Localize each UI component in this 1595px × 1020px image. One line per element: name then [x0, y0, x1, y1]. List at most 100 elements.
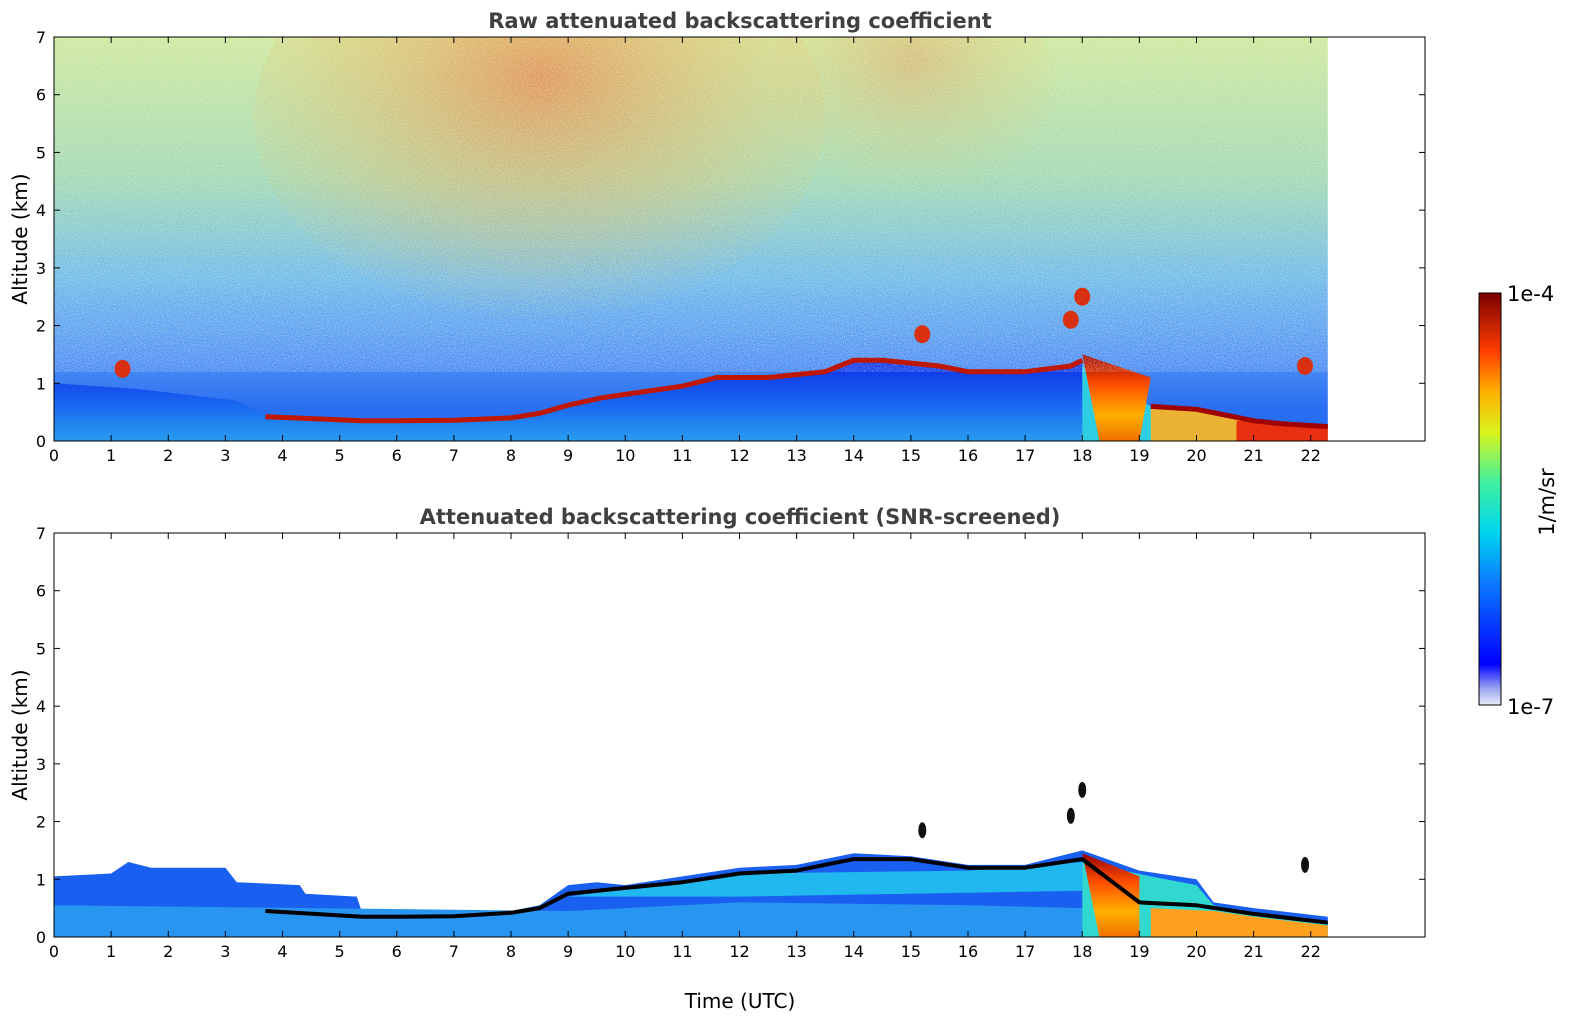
snr-cloud-bit-2: [1078, 781, 1087, 798]
x-tick-label: 1: [106, 942, 116, 961]
x-tick-label: 7: [449, 942, 459, 961]
y-axis-label-raw: Altitude (km): [8, 173, 32, 304]
x-tick-label: 5: [335, 942, 345, 961]
x-tick-label: 15: [901, 942, 921, 961]
x-tick-label: 12: [729, 942, 749, 961]
y-tick-label: 4: [36, 697, 46, 716]
x-tick-label: 21: [1243, 446, 1263, 465]
x-tick-label: 11: [672, 942, 692, 961]
plot-area-screened: [54, 781, 1328, 937]
x-tick-label: 3: [220, 446, 230, 465]
snr-precip-shaft: [1082, 853, 1140, 937]
x-tick-label: 14: [844, 446, 864, 465]
x-tick-label: 6: [392, 446, 402, 465]
raw-cloud-base-line: [265, 357, 1084, 424]
x-tick-label: 18: [1072, 942, 1092, 961]
y-tick-label: 2: [36, 813, 46, 832]
y-tick-label: 1: [36, 374, 46, 393]
raw-cloud-bit-1: [914, 325, 931, 344]
x-tick-label: 4: [277, 942, 287, 961]
y-tick-label: 0: [36, 432, 46, 451]
y-axis-label-screened: Altitude (km): [8, 669, 32, 800]
axes-raw: 0 1 2 3 4 5 6 7 8 9 10 11 12 13 14 15 16 17 18 19 20 21 220123…: [36, 28, 1426, 465]
x-tick-label: 3: [220, 942, 230, 961]
x-tick-label: 0: [49, 446, 59, 465]
y-tick-label: 7: [36, 28, 46, 47]
x-tick-label: 13: [786, 942, 806, 961]
y-tick-label: 6: [36, 86, 46, 105]
x-tick-label: 6: [392, 942, 402, 961]
snr-mixed-layer: [568, 862, 1083, 897]
y-tick-label: 2: [36, 317, 46, 336]
raw-cloud-bit-0: [114, 359, 131, 378]
colorbar-max-label: 1e-4: [1507, 282, 1554, 306]
y-tick-label: 3: [36, 755, 46, 774]
panel-title-raw: Raw attenuated backscattering coefficien…: [488, 9, 992, 33]
colorbar-unit-label: 1/m/sr: [1535, 468, 1559, 536]
x-tick-label: 0: [49, 942, 59, 961]
y-tick-label: 1: [36, 870, 46, 889]
y-tick-label: 7: [36, 524, 46, 543]
snr-low-cloud-region: [1082, 862, 1328, 937]
colorbar-gradient: [1478, 292, 1502, 706]
plot-area-raw: [54, 37, 1328, 441]
x-tick-label: 2: [163, 942, 173, 961]
y-tick-label: 3: [36, 259, 46, 278]
raw-cloud-bit-2: [1062, 310, 1079, 329]
x-tick-label: 17: [1015, 446, 1035, 465]
x-tick-label: 8: [506, 942, 516, 961]
snr-cloud-bit-0: [918, 822, 927, 839]
y-tick-label: 0: [36, 928, 46, 947]
x-tick-label: 5: [335, 446, 345, 465]
raw-cloud-bit-3: [1074, 287, 1091, 306]
x-tick-label: 9: [563, 942, 573, 961]
x-tick-label: 1: [106, 446, 116, 465]
x-tick-label: 9: [563, 446, 573, 465]
snr-cloud-base-line: [265, 857, 1328, 925]
x-tick-label: 2: [163, 446, 173, 465]
y-tick-label: 4: [36, 201, 46, 220]
x-tick-label: 22: [1301, 942, 1321, 961]
raw-cloud-bit-4: [1297, 356, 1314, 375]
raw-low-cloud-line: [1150, 403, 1328, 430]
x-tick-label: 12: [729, 446, 749, 465]
x-tick-label: 17: [1015, 942, 1035, 961]
colorbar: 1e-4 1e-7 1/m/sr: [1478, 282, 1559, 719]
x-tick-label: 20: [1186, 446, 1206, 465]
y-tick-label: 5: [36, 143, 46, 162]
panel-title-screened: Attenuated backscattering coefficient (S…: [420, 505, 1061, 529]
y-tick-label: 5: [36, 639, 46, 658]
x-tick-label: 10: [615, 942, 635, 961]
plot-content: [54, 781, 1328, 937]
x-tick-label: 11: [672, 446, 692, 465]
panel-raw: Raw attenuated backscattering coefficien…: [8, 9, 1426, 465]
axes-screened: 0 1 2 3 4 5 6 7 8 9 10 11 12 13 14 15 16 17 18 19 20 21 220123…: [36, 524, 1426, 961]
y-tick-label: 6: [36, 582, 46, 601]
x-tick-label: 22: [1301, 446, 1321, 465]
x-tick-label: 21: [1243, 942, 1263, 961]
x-tick-label: 14: [844, 942, 864, 961]
snr-cloud-bit-3: [1301, 856, 1310, 873]
x-tick-label: 10: [615, 446, 635, 465]
x-tick-label: 19: [1129, 446, 1149, 465]
raw-noise-speckle: [54, 37, 1328, 372]
x-tick-label: 4: [277, 446, 287, 465]
raw-precip-shaft: [1082, 354, 1151, 441]
snr-cloud-bit-1: [1066, 807, 1075, 824]
plot-content: [54, 37, 1328, 441]
x-tick-label: 18: [1072, 446, 1092, 465]
x-tick-label: 13: [786, 446, 806, 465]
x-tick-label: 16: [958, 942, 978, 961]
x-tick-label: 16: [958, 446, 978, 465]
x-tick-label: 8: [506, 446, 516, 465]
x-tick-label: 15: [901, 446, 921, 465]
panel-screened: Attenuated backscattering coefficient (S…: [8, 505, 1426, 1013]
x-tick-label: 19: [1129, 942, 1149, 961]
snr-low-cloud-core: [1150, 908, 1328, 937]
x-axis-label: Time (UTC): [684, 989, 796, 1013]
colorbar-min-label: 1e-7: [1507, 695, 1554, 719]
snr-low-layer: [54, 902, 1083, 937]
x-tick-label: 20: [1186, 942, 1206, 961]
x-tick-label: 7: [449, 446, 459, 465]
